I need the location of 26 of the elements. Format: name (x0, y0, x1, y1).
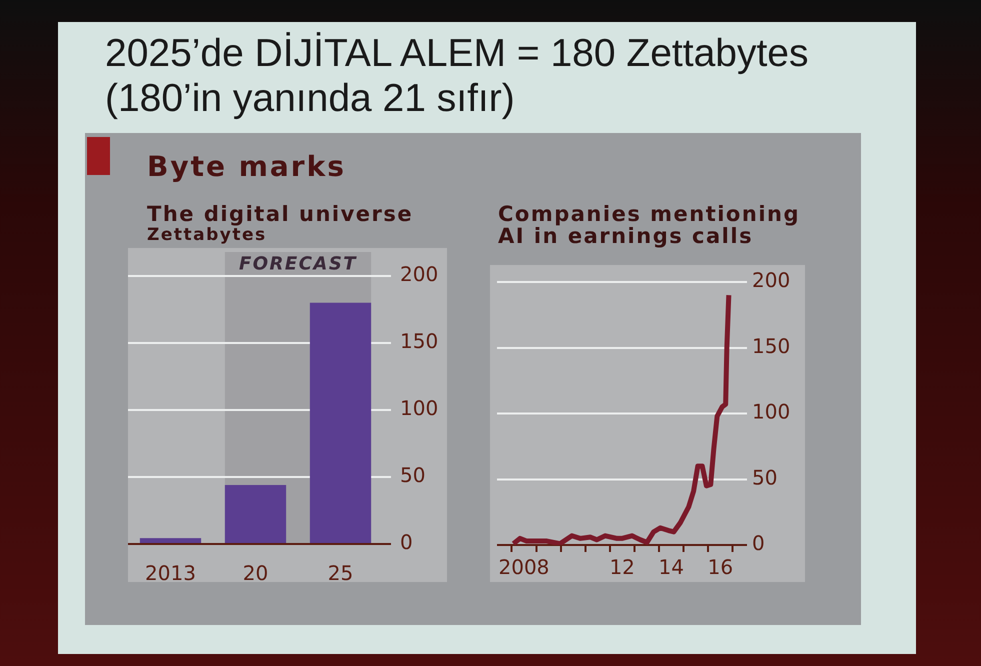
bar (224, 485, 286, 543)
x-tick-label: 20 (242, 561, 268, 586)
x-tick-label: 12 (609, 555, 635, 580)
y-tick-label: 100 (400, 396, 438, 420)
x-tick-label: 25 (328, 561, 354, 586)
y-axis-title: Zettabytes (147, 225, 267, 245)
x-tick-label: 16 (708, 555, 734, 580)
y-tick-label: 150 (400, 329, 438, 354)
chart-title: Companies mentioning AI in earnings calls (498, 202, 801, 248)
text: (180’in yanında 21 sıfır) (105, 76, 515, 121)
y-tick-label: 100 (752, 400, 790, 424)
y-tick-label: 150 (752, 334, 790, 358)
y-tick-label: 50 (752, 465, 778, 490)
chart-title: The digital universe (147, 202, 414, 226)
x-tick-label: 2013 (145, 561, 196, 586)
bar (140, 538, 202, 543)
y-tick-label: 50 (400, 463, 426, 488)
y-tick-label: 200 (752, 268, 790, 292)
y-tick-label: 200 (400, 262, 438, 286)
x-tick-label: 14 (658, 555, 684, 580)
text: Byte marks (147, 150, 346, 183)
text: 2025’de DİJİTAL ALEM = 180 Zettabytes (105, 31, 808, 76)
y-tick-label: 0 (752, 531, 765, 556)
band-label: FORECAST (238, 254, 358, 275)
x-tick-label: 2008 (498, 555, 550, 580)
y-tick-label: 0 (400, 530, 413, 554)
